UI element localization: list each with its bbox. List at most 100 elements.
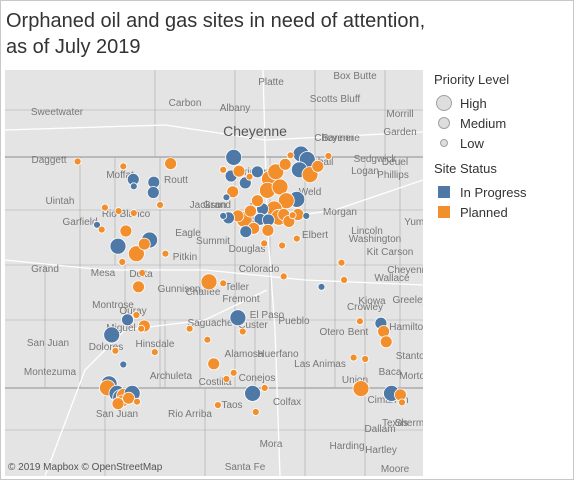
site-marker[interactable] [278,241,287,250]
site-marker[interactable] [398,398,406,407]
site-marker[interactable] [137,237,151,251]
site-marker[interactable] [222,375,231,383]
site-marker[interactable] [232,164,246,178]
page-title: Orphaned oil and gas sites in need of at… [6,10,426,58]
place-label: Conejos [239,373,276,384]
site-marker[interactable] [251,408,260,416]
site-marker[interactable] [355,317,364,326]
site-marker[interactable] [132,280,145,294]
site-marker[interactable] [302,211,311,220]
site-marker[interactable] [207,357,221,371]
site-marker[interactable] [119,162,128,171]
site-marker[interactable] [111,346,120,355]
place-label: Harding [329,441,364,452]
legend-priority-medium[interactable]: Medium [434,113,570,133]
place-label: San Juan [27,338,69,349]
map-area[interactable]: Platte Box Butte Carbon Albany Scotts Bluff M… [5,70,423,476]
place-label: Garfield [62,217,97,228]
site-marker[interactable] [260,383,269,392]
site-marker[interactable] [349,353,358,362]
site-marker[interactable] [129,209,138,218]
site-marker[interactable] [278,157,292,171]
site-marker[interactable] [213,401,222,410]
site-marker[interactable] [133,397,141,406]
site-marker[interactable] [119,224,133,238]
site-marker[interactable] [137,324,146,333]
site-marker[interactable] [119,360,128,369]
place-label: Cheyenne [314,133,360,144]
site-marker[interactable] [245,172,254,181]
place-label: Miguel [106,323,135,334]
legend-status-planned[interactable]: Planned [434,202,570,222]
site-marker[interactable] [121,313,134,327]
site-marker[interactable] [150,348,159,357]
site-marker[interactable] [93,220,101,229]
site-marker[interactable] [97,225,106,234]
site-marker[interactable] [118,258,127,266]
site-marker[interactable] [288,211,297,220]
site-marker[interactable] [222,193,231,202]
legend-status-planned-label: Planned [460,204,508,220]
site-marker[interactable] [244,384,262,402]
site-marker[interactable] [311,159,325,173]
site-marker[interactable] [286,151,295,160]
site-marker[interactable] [261,223,275,237]
site-marker[interactable] [200,273,218,291]
site-marker[interactable] [340,275,349,284]
site-marker[interactable] [324,152,333,160]
site-marker[interactable] [292,234,301,243]
site-marker[interactable] [127,245,145,263]
legend-priority-high-label: High [460,95,487,111]
site-marker[interactable] [129,182,138,191]
site-marker[interactable] [379,335,393,349]
site-marker[interactable] [114,207,123,216]
site-marker[interactable] [260,239,269,248]
site-marker[interactable] [111,397,125,411]
site-marker[interactable] [132,311,141,319]
site-marker[interactable] [146,186,160,199]
site-marker[interactable] [271,178,289,196]
site-marker[interactable] [122,391,135,405]
site-marker[interactable] [219,165,228,174]
site-marker[interactable] [203,335,212,344]
site-marker[interactable] [219,279,228,288]
site-marker[interactable] [73,157,82,166]
place-label: Union [342,375,368,386]
site-marker[interactable] [361,355,370,363]
site-marker[interactable] [317,282,326,291]
site-marker[interactable] [156,200,165,209]
legend-status-in-progress-label: In Progress [460,184,527,200]
site-marker[interactable] [229,309,247,327]
place-label: Fremont [222,294,259,305]
site-marker[interactable] [352,380,370,398]
legend-priority-low-label: Low [460,135,484,151]
site-marker[interactable] [219,211,228,220]
site-marker[interactable] [239,225,253,239]
legend-status-in-progress[interactable]: In Progress [434,182,570,202]
site-marker[interactable] [138,269,147,277]
legend-priority-low[interactable]: Low [434,133,570,153]
site-marker[interactable] [164,157,178,170]
site-marker[interactable] [250,194,264,208]
place-label: Eagle [175,228,201,239]
place-label: Banner [322,133,355,144]
place-label: Summit [196,236,230,247]
site-marker[interactable] [185,324,194,333]
site-marker[interactable] [161,249,170,258]
site-marker[interactable] [101,203,109,212]
site-marker[interactable] [238,327,247,336]
site-marker[interactable] [109,237,127,255]
site-marker[interactable] [244,204,257,218]
site-marker[interactable] [225,149,243,166]
place-label: Huerfano [257,349,299,360]
place-label: Grand [31,264,59,275]
place-label: Douglas [229,244,266,255]
site-marker[interactable] [226,185,240,199]
site-marker[interactable] [337,258,346,267]
site-marker[interactable] [250,165,264,179]
legend-priority-high[interactable]: High [434,93,570,113]
site-marker[interactable] [229,368,238,377]
place-label: Texas [382,418,408,429]
site-marker[interactable] [279,272,288,281]
site-marker[interactable] [103,326,121,344]
